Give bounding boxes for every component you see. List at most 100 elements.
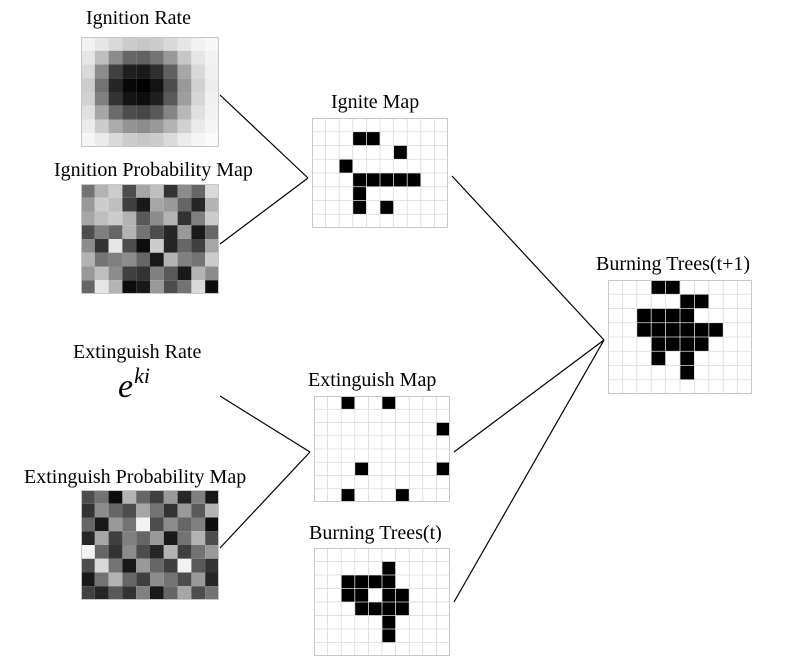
grid-cell <box>205 50 219 65</box>
grid-cell <box>122 197 137 212</box>
grid-cell <box>420 214 435 228</box>
grid-cell <box>395 462 410 476</box>
grid-cell <box>177 586 192 600</box>
grid-cell <box>341 409 355 423</box>
grid-cell <box>314 548 328 562</box>
grid-cell <box>422 548 437 562</box>
grid-cell <box>191 558 206 573</box>
grid-cell <box>94 211 109 226</box>
grid-cell <box>108 266 123 281</box>
grid-cell <box>191 92 206 106</box>
grid-cell <box>354 409 369 423</box>
grid-cell <box>81 78 95 92</box>
grid-cell <box>205 586 219 600</box>
grid-cell <box>150 37 164 51</box>
grid-cell <box>81 531 95 545</box>
grid-cell <box>665 308 680 323</box>
grid-cell <box>694 308 709 323</box>
extinguish-probability-map-grid <box>81 490 219 600</box>
grid-cell <box>81 503 95 518</box>
grid-border <box>81 37 219 147</box>
grid-cell <box>694 294 709 309</box>
grid-cell <box>177 211 192 226</box>
grid-cell <box>136 572 150 587</box>
grid-cell <box>327 475 342 489</box>
grid-cell <box>122 211 137 226</box>
grid-cell <box>368 575 382 589</box>
grid-cell <box>708 280 724 295</box>
grid-cell <box>737 322 752 337</box>
grid-cell <box>81 572 95 587</box>
grid-cell <box>177 64 192 79</box>
grid-cell <box>163 586 178 600</box>
grid-cell <box>177 50 192 65</box>
grid-cell <box>163 572 178 587</box>
grid-cell <box>608 280 623 295</box>
grid-cell <box>325 145 340 160</box>
grid-cell <box>314 602 328 616</box>
grid-cell <box>723 365 738 380</box>
grid-cell <box>81 280 95 294</box>
grid-cell <box>422 575 437 589</box>
grid-cell <box>352 214 367 228</box>
grid-cell <box>163 239 178 253</box>
grid-cell <box>191 239 206 253</box>
grid-cell <box>352 131 367 146</box>
grid-cell <box>325 131 340 146</box>
grid-cell <box>81 252 95 267</box>
grid-cell <box>380 200 394 215</box>
grid-cell <box>177 503 192 518</box>
grid-cell <box>436 488 450 502</box>
grid-cell <box>354 488 369 502</box>
grid-cell <box>163 133 178 147</box>
grid-cell <box>380 118 394 132</box>
grid-cell <box>191 64 206 79</box>
grid-cell <box>94 37 109 51</box>
grid-cell <box>436 449 450 463</box>
grid-cell <box>393 214 408 228</box>
grid-cell <box>136 119 150 134</box>
grid-cell <box>205 252 219 267</box>
grid-cell <box>680 365 695 380</box>
grid-cell <box>314 462 328 476</box>
grid-cell <box>81 50 95 65</box>
grid-cell <box>136 503 150 518</box>
grid-cell <box>409 602 423 616</box>
grid-cell <box>382 561 396 575</box>
grid-cell <box>341 488 355 502</box>
grid-cell <box>395 561 410 575</box>
grid-cell <box>407 145 421 160</box>
grid-cell <box>354 588 369 602</box>
grid-cell <box>393 118 408 132</box>
link-extinguish-prob-to-extinguish-map <box>219 451 311 549</box>
grid-cell <box>339 131 353 146</box>
grid-cell <box>382 602 396 616</box>
grid-border <box>314 396 450 502</box>
grid-cell <box>339 186 353 201</box>
extinguish-rate-label: Extinguish Rate <box>73 341 202 363</box>
grid-cell <box>108 184 123 198</box>
grid-cell <box>81 266 95 281</box>
grid-cell <box>420 145 435 160</box>
grid-cell <box>665 351 680 366</box>
grid-cell <box>409 396 423 410</box>
grid-cell <box>314 449 328 463</box>
grid-cell <box>314 422 328 436</box>
grid-cell <box>327 615 342 629</box>
grid-cell <box>680 280 695 295</box>
grid-cell <box>122 266 137 281</box>
grid-border <box>314 548 450 656</box>
grid-cell <box>366 186 380 201</box>
grid-cell <box>150 197 164 212</box>
grid-cell <box>327 642 342 656</box>
grid-cell <box>163 50 178 65</box>
grid-cell <box>108 225 123 239</box>
grid-cell <box>341 629 355 643</box>
grid-cell <box>94 50 109 65</box>
grid-cell <box>737 365 752 380</box>
grid-cell <box>393 131 408 146</box>
grid-cell <box>108 211 123 226</box>
burning-trees-t1-grid <box>608 280 752 394</box>
grid-cell <box>622 351 637 366</box>
grid-cell <box>422 602 437 616</box>
